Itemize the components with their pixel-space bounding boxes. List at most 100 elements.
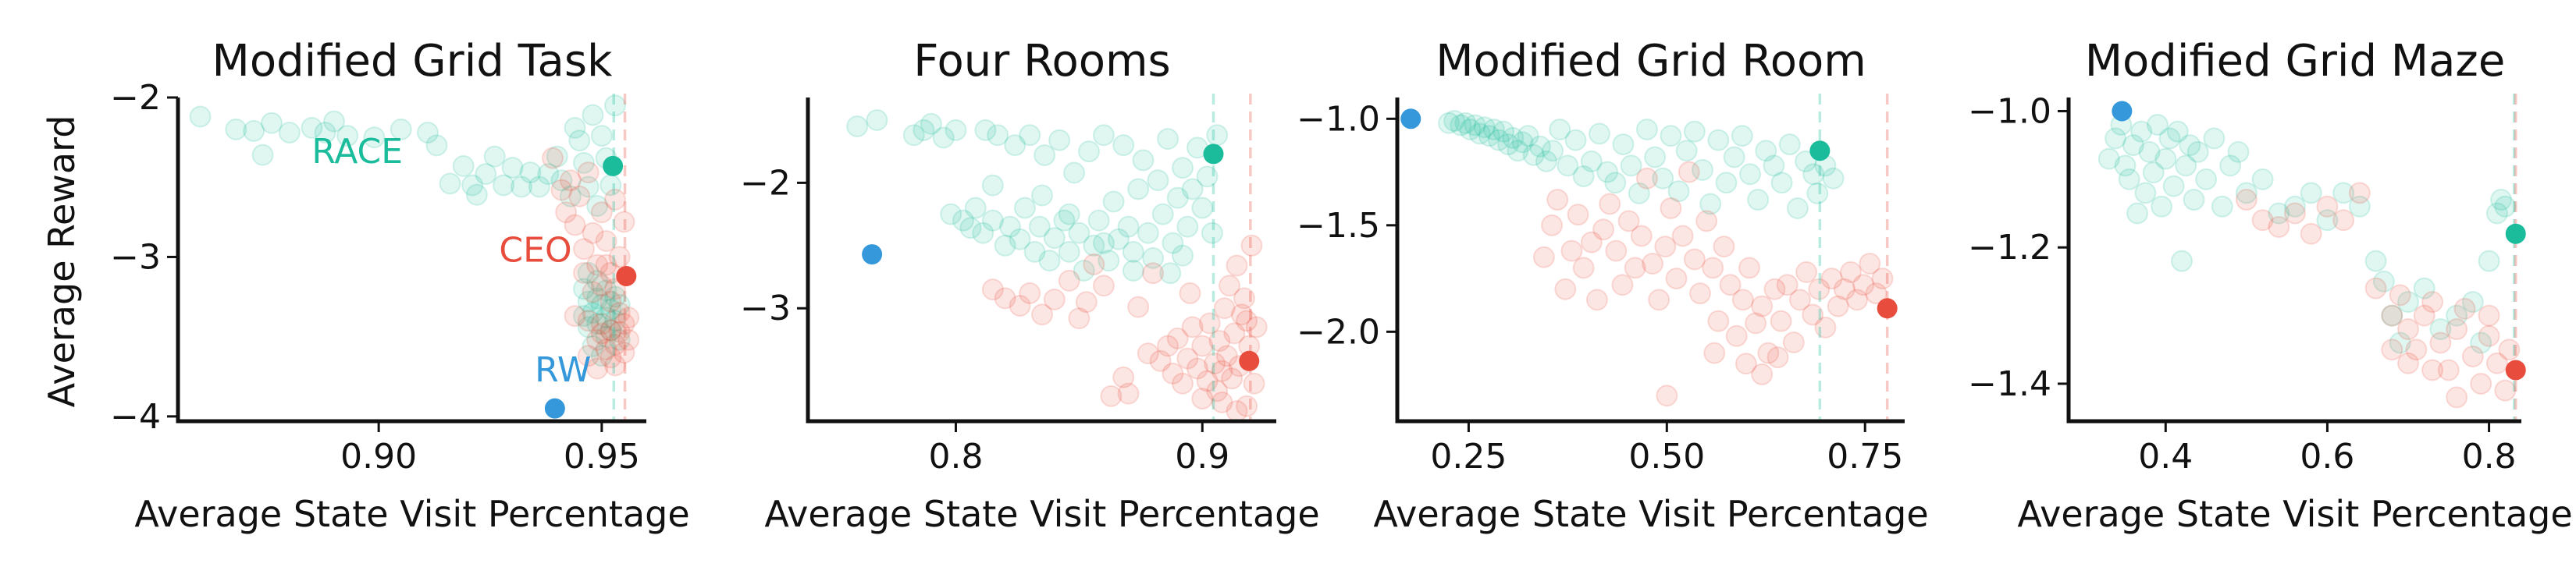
sample-point-ceo bbox=[613, 211, 635, 233]
sample-point-race bbox=[595, 279, 617, 302]
sample-point-ceo bbox=[577, 161, 600, 184]
sample-point-race bbox=[1098, 250, 1120, 272]
y-tick-label: −3 bbox=[110, 237, 161, 277]
sample-cloud bbox=[846, 108, 1268, 423]
sample-point-ceo bbox=[1043, 288, 1066, 310]
sample-point-race bbox=[1738, 163, 1761, 186]
sample-point-race bbox=[1147, 169, 1169, 192]
sample-point-ceo bbox=[1802, 303, 1824, 326]
sample-point-ceo bbox=[1683, 248, 1706, 271]
sample-point-ceo bbox=[1599, 193, 1621, 215]
sample-point-race bbox=[1157, 128, 1179, 151]
x-tick-label: 0.9 bbox=[1175, 437, 1229, 477]
sample-point-race bbox=[2372, 270, 2395, 292]
sample-point-race bbox=[2158, 127, 2181, 150]
sample-point-ceo bbox=[1757, 342, 1780, 364]
sample-point-ceo bbox=[564, 214, 586, 236]
sample-point-race bbox=[483, 145, 506, 168]
sample-point-race bbox=[1137, 222, 1159, 244]
sample-point-ceo bbox=[604, 188, 626, 211]
x-axis-label: Average State Visit Percentage bbox=[1373, 493, 1928, 535]
sample-point-race bbox=[1478, 125, 1500, 147]
sample-point-race bbox=[452, 154, 475, 177]
sample-point-ceo bbox=[604, 354, 626, 377]
sample-point-ceo bbox=[1191, 335, 1214, 357]
sample-point-race bbox=[1644, 146, 1667, 168]
sample-point-ceo bbox=[1713, 236, 1735, 258]
sample-point-race bbox=[932, 126, 955, 149]
sample-point-ceo bbox=[1624, 257, 1646, 279]
sample-point-ceo bbox=[1642, 252, 1664, 275]
sample-point-race bbox=[586, 270, 609, 292]
sample-point-race bbox=[913, 119, 935, 141]
sample-point-ceo bbox=[1019, 282, 1041, 304]
sample-point-race bbox=[1159, 262, 1182, 285]
sample-point-race bbox=[604, 94, 626, 117]
highlight-point-race bbox=[2505, 223, 2526, 244]
sample-point-race bbox=[2316, 209, 2339, 232]
sample-point-race bbox=[2485, 202, 2508, 225]
sample-point-race bbox=[1549, 118, 1571, 140]
sample-point-race bbox=[1468, 122, 1491, 145]
sample-point-race bbox=[1073, 259, 1095, 282]
sample-point-race bbox=[519, 161, 542, 184]
sample-point-race bbox=[582, 335, 604, 357]
sample-point-ceo bbox=[1075, 291, 1098, 314]
sample-point-race bbox=[1806, 182, 1829, 204]
sample-point-ceo bbox=[577, 310, 600, 332]
sample-point-race bbox=[550, 169, 573, 192]
sample-point-ceo bbox=[564, 305, 586, 328]
sample-point-race bbox=[2461, 291, 2484, 314]
series-annotation-rw: RW bbox=[535, 350, 591, 390]
sample-point-race bbox=[1596, 161, 1619, 183]
sample-point-ceo bbox=[1654, 236, 1677, 258]
sample-point-ceo bbox=[1243, 372, 1265, 395]
sample-point-race bbox=[1795, 150, 1817, 172]
sample-point-ceo bbox=[1223, 322, 1246, 345]
x-axis-label: Average State Visit Percentage bbox=[2017, 493, 2572, 535]
sample-point-race bbox=[1707, 129, 1730, 151]
sample-point-race bbox=[1450, 114, 1472, 136]
sample-point-race bbox=[417, 121, 439, 144]
sample-point-ceo bbox=[590, 322, 613, 345]
sample-point-race bbox=[1692, 158, 1714, 181]
sample-point-race bbox=[1802, 163, 1825, 186]
sample-point-race bbox=[261, 112, 283, 134]
sample-point-race bbox=[1667, 180, 1690, 203]
sample-point-ceo bbox=[1808, 278, 1831, 300]
sample-point-race bbox=[2332, 182, 2355, 204]
sample-point-race bbox=[600, 298, 622, 321]
sample-point-race bbox=[2490, 189, 2513, 211]
sample-point-ceo bbox=[555, 201, 578, 224]
sample-point-race bbox=[1034, 144, 1056, 166]
sample-point-race bbox=[2284, 195, 2306, 218]
sample-point-ceo bbox=[1221, 367, 1244, 390]
y-tick-label: −1.4 bbox=[1968, 364, 2051, 404]
y-tick-label: −2.0 bbox=[1297, 312, 1380, 352]
x-axis-label: Average State Visit Percentage bbox=[134, 493, 689, 535]
sample-point-race bbox=[1502, 126, 1525, 149]
sample-point-ceo bbox=[1215, 345, 1238, 367]
sample-point-race bbox=[2151, 195, 2173, 218]
sample-point-race bbox=[573, 305, 595, 328]
sample-point-ceo bbox=[2478, 324, 2500, 347]
sample-point-ceo bbox=[1546, 189, 1569, 211]
sample-point-ceo bbox=[2251, 209, 2274, 232]
highlight-point-ceo bbox=[2505, 360, 2526, 381]
sample-point-race bbox=[1068, 222, 1091, 244]
sample-point-ceo bbox=[2437, 359, 2460, 381]
sample-point-ceo bbox=[617, 307, 640, 329]
x-tick-label: 0.75 bbox=[1827, 437, 1903, 477]
sample-point-ceo bbox=[573, 261, 595, 284]
sample-point-race bbox=[582, 301, 604, 324]
sample-point-race bbox=[2130, 120, 2153, 143]
sample-point-ceo bbox=[1211, 360, 1233, 382]
figure-y-axis-label: Average Reward bbox=[41, 115, 83, 408]
sample-point-ceo bbox=[1068, 307, 1091, 330]
sample-point-race bbox=[1117, 215, 1140, 238]
sample-point-race bbox=[1528, 135, 1551, 158]
sample-point-ceo bbox=[1181, 316, 1204, 339]
sample-point-race bbox=[493, 174, 515, 197]
sample-point-ceo bbox=[2429, 332, 2452, 354]
